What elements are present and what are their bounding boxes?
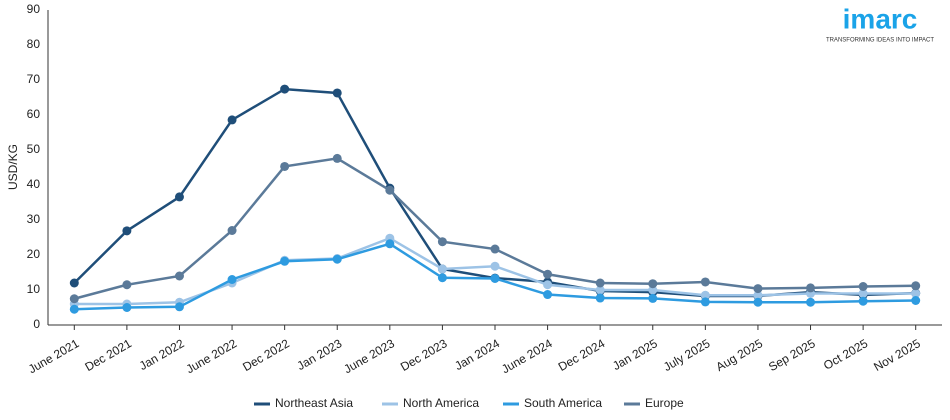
data-point <box>437 237 447 247</box>
data-point <box>911 296 921 305</box>
data-point <box>543 280 553 290</box>
data-point <box>753 297 763 307</box>
x-tick-label: Oct 2025 <box>821 336 870 373</box>
legend-label: North America <box>403 396 479 410</box>
x-tick-label: June 2024 <box>499 336 555 376</box>
x-tick-label: Nov 2025 <box>871 336 923 374</box>
data-point <box>69 294 79 304</box>
x-tick-label: June 2021 <box>26 336 82 376</box>
legend-label: Europe <box>645 396 684 410</box>
data-point <box>174 192 184 202</box>
x-tick-label: Sep 2025 <box>766 336 818 374</box>
data-point <box>753 284 763 294</box>
x-tick-label: Aug 2025 <box>714 336 766 374</box>
data-point <box>648 279 658 289</box>
y-tick-label: 10 <box>27 282 41 296</box>
data-point <box>174 302 184 312</box>
data-point <box>122 280 132 290</box>
y-axis-label: USD/KG <box>6 144 20 190</box>
data-point <box>700 297 710 307</box>
logo-tagline: TRANSFORMING IDEAS INTO IMPACT <box>826 38 934 44</box>
y-tick-label: 40 <box>27 177 41 191</box>
data-point <box>543 290 553 300</box>
data-point <box>543 269 553 279</box>
y-tick-label: 80 <box>27 37 41 51</box>
x-tick-label: Dec 2022 <box>240 336 292 374</box>
y-tick-label: 60 <box>27 107 41 121</box>
data-point <box>69 278 79 288</box>
y-tick-label: 0 <box>33 317 40 331</box>
data-point <box>595 293 605 303</box>
legend-label: South America <box>524 396 602 410</box>
data-point <box>911 289 921 298</box>
data-point <box>806 283 816 293</box>
x-tick-label: June 2022 <box>184 336 240 376</box>
data-point <box>700 290 710 300</box>
data-point <box>595 278 605 288</box>
data-point <box>806 297 816 307</box>
x-tick-label: Dec 2023 <box>398 336 450 374</box>
legend-label: Northeast Asia <box>275 396 353 410</box>
data-point <box>332 153 342 163</box>
data-point <box>69 304 79 314</box>
data-point <box>490 273 500 283</box>
x-tick-label: Jan 2023 <box>295 336 345 373</box>
data-point <box>385 239 395 249</box>
data-point <box>122 226 132 236</box>
y-tick-label: 90 <box>27 2 41 16</box>
data-point <box>280 256 290 266</box>
x-tick-label: July 2025 <box>661 336 713 374</box>
x-tick-label: Dec 2024 <box>556 336 608 374</box>
data-point <box>332 88 342 98</box>
x-tick-label: Jan 2022 <box>137 336 187 373</box>
data-point <box>858 282 868 291</box>
data-point <box>648 285 658 295</box>
data-point <box>385 185 395 195</box>
data-point <box>911 281 921 291</box>
data-point <box>174 271 184 281</box>
data-point <box>648 293 658 303</box>
data-point <box>858 296 868 306</box>
data-point <box>437 264 447 274</box>
data-point <box>700 277 710 287</box>
logo: imarc <box>843 3 918 34</box>
data-point <box>490 244 500 254</box>
y-tick-label: 20 <box>27 247 41 261</box>
data-point <box>227 275 237 284</box>
x-tick-label: June 2023 <box>341 336 397 376</box>
data-point <box>858 289 868 298</box>
x-tick-label: Jan 2025 <box>610 336 660 373</box>
data-point <box>280 161 290 171</box>
data-point <box>227 115 237 125</box>
data-point <box>490 261 500 271</box>
data-point <box>122 303 132 312</box>
y-tick-label: 70 <box>27 72 41 86</box>
x-tick-label: Jan 2024 <box>452 336 502 373</box>
data-point <box>280 84 290 94</box>
data-point <box>595 285 605 295</box>
x-tick-label: Dec 2021 <box>82 336 134 374</box>
data-point <box>753 290 763 300</box>
data-point <box>332 254 342 264</box>
y-tick-label: 30 <box>27 212 41 226</box>
data-point <box>227 226 237 235</box>
data-point <box>437 273 447 283</box>
y-tick-label: 50 <box>27 142 41 156</box>
